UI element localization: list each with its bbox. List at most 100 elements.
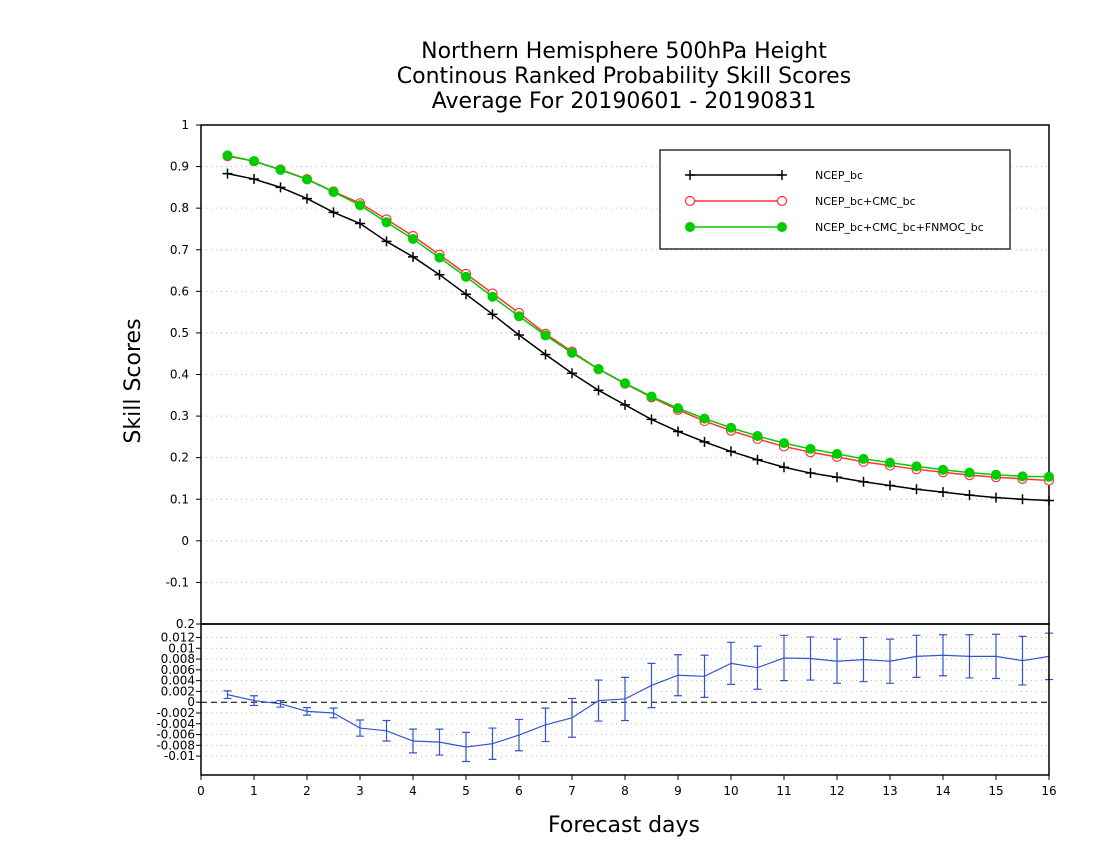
legend-box — [659, 149, 1011, 250]
data-point — [832, 448, 842, 459]
data-point — [911, 461, 922, 472]
error-bar — [939, 634, 947, 677]
data-point — [434, 252, 445, 263]
legend-label: NCEP_bc — [815, 169, 863, 182]
series-0 — [222, 168, 1054, 506]
data-point — [646, 414, 657, 425]
x-tick-label: 6 — [515, 784, 523, 798]
data-point — [355, 200, 365, 211]
data-point — [222, 168, 233, 179]
data-point — [885, 480, 895, 491]
legend-marker — [685, 170, 695, 180]
x-tick-label: 11 — [776, 784, 791, 798]
data-point — [593, 385, 604, 396]
legend-marker — [777, 170, 787, 180]
data-point — [461, 289, 471, 300]
data-point — [567, 347, 577, 358]
y-tick-label: 0.8 — [170, 201, 189, 215]
data-point — [514, 329, 524, 340]
error-bar — [992, 633, 1000, 680]
error-bar — [568, 697, 576, 738]
data-point — [620, 378, 630, 389]
data-point — [1017, 494, 1028, 505]
error-bar — [329, 707, 338, 719]
error-bar — [462, 731, 470, 763]
data-point — [832, 472, 842, 483]
error-bar — [753, 645, 762, 690]
top-panel: 1 0.9 0.8 0.7 0.6 0.5 0.4 0.3 0.2 0.1 0 -0.1 — [166, 118, 1055, 625]
error-bar — [1018, 635, 1027, 686]
title-line-1: Northern Hemisphere 500hPa Height — [421, 39, 827, 64]
data-point — [328, 207, 339, 218]
y-tick-label: 0.9 — [170, 160, 189, 174]
error-bar — [886, 638, 894, 684]
y-tick-label: 0.006 — [161, 663, 195, 677]
y-tick-label: 0.004 — [161, 674, 195, 688]
y-tick-label: 0.008 — [161, 652, 195, 666]
x-tick-label: 3 — [356, 784, 364, 798]
y-tick-label: 0 — [181, 534, 189, 548]
y-tick-label: -0.008 — [156, 738, 195, 752]
y-tick-label: 0.5 — [170, 326, 189, 340]
error-bar — [250, 695, 258, 707]
data-point — [355, 218, 365, 229]
data-point — [302, 174, 312, 185]
data-point — [805, 443, 816, 454]
y-tick-label: -0.006 — [156, 728, 195, 742]
data-point — [487, 291, 498, 302]
error-bar — [727, 641, 735, 685]
data-point — [779, 438, 789, 449]
error-bar — [780, 634, 788, 682]
data-point — [249, 156, 259, 167]
x-tick-label: 0 — [197, 784, 205, 798]
data-point — [620, 399, 630, 410]
y-tick-label: 0.6 — [170, 284, 189, 298]
error-bar — [303, 706, 311, 716]
error-bar — [356, 719, 364, 737]
title-line-3: Average For 20190601 - 20190831 — [432, 89, 817, 114]
difference-series-0 — [223, 632, 1053, 763]
data-point — [302, 193, 312, 204]
error-bar — [515, 718, 523, 752]
error-bar — [806, 636, 815, 681]
error-bar — [223, 690, 232, 700]
data-point — [858, 453, 869, 464]
data-point — [805, 468, 816, 479]
error-bar — [859, 636, 868, 683]
y-tick-label: 0.012 — [161, 630, 195, 644]
legend-marker — [776, 195, 788, 207]
y-tick-label: 0.3 — [170, 409, 189, 423]
data-point — [275, 182, 286, 193]
error-bar — [700, 654, 709, 698]
x-tick-label: 2 — [303, 784, 311, 798]
data-point — [408, 233, 418, 244]
data-point — [222, 150, 233, 161]
x-tick-label: 16 — [1041, 784, 1056, 798]
legend-marker — [685, 222, 695, 232]
error-bar — [833, 638, 841, 684]
data-point — [646, 391, 657, 402]
data-point — [752, 454, 763, 465]
x-tick-label: 14 — [935, 784, 950, 798]
error-bar — [409, 728, 417, 754]
y-tick-label: 0 — [187, 695, 195, 709]
data-point — [699, 413, 710, 424]
data-point — [699, 436, 710, 447]
data-point — [514, 311, 524, 322]
data-point — [328, 186, 339, 197]
error-bar — [435, 728, 444, 756]
data-point — [1044, 495, 1054, 506]
data-point — [1017, 471, 1028, 482]
error-bar — [674, 654, 682, 697]
data-point — [593, 364, 604, 375]
error-bar — [382, 719, 391, 742]
x-tick-label: 1 — [250, 784, 258, 798]
y-axis-title: Skill Scores — [121, 318, 146, 443]
data-point — [885, 457, 895, 468]
y-tick-label: -0.1 — [166, 575, 189, 589]
data-point — [567, 368, 577, 379]
data-point — [911, 484, 922, 495]
legend-marker — [777, 222, 787, 232]
data-point — [1044, 471, 1054, 482]
x-tick-label: 10 — [723, 784, 738, 798]
